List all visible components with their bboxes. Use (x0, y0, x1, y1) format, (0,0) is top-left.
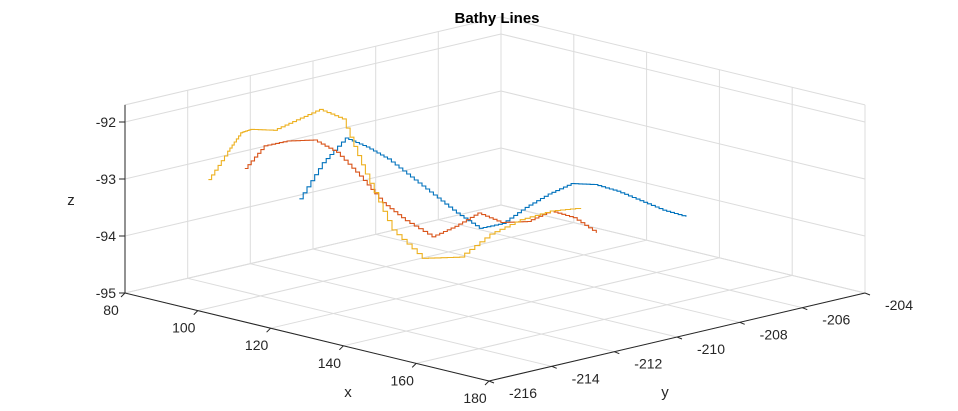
z-tick-label: -93 (96, 171, 116, 187)
y-tick-label: -208 (760, 326, 788, 342)
y-tick-mark (551, 365, 557, 369)
x-tick-mark (193, 310, 199, 315)
grid-layer (124, 16, 866, 382)
grid-line-backwall-z (500, 16, 866, 106)
y-axis-label: y (661, 384, 669, 401)
y-tick-mark (802, 307, 808, 311)
series-line-1 (299, 137, 687, 229)
x-tick-label: 160 (391, 372, 415, 388)
y-tick-mark (488, 380, 495, 384)
z-tick-label: -94 (96, 228, 116, 244)
series-layer (208, 108, 687, 259)
grid-line-backwall-z (500, 147, 866, 237)
grid-line-sidewall-z (124, 90, 502, 180)
x-tick-label: 180 (463, 390, 487, 406)
y-tick-label: -212 (634, 356, 662, 372)
y-tick-label: -206 (822, 312, 850, 328)
grid-line-floor-y (187, 277, 552, 367)
x-axis-label: x (344, 384, 352, 401)
grid-line-backwall-z (500, 90, 866, 180)
chart-title: Bathy Lines (454, 10, 539, 27)
grid-line-floor-y (250, 263, 615, 353)
series-line-2 (244, 139, 597, 238)
y-tick-mark (614, 351, 620, 355)
y-tick-label: -216 (509, 385, 537, 401)
y-tick-mark (739, 321, 745, 325)
grid-line-sidewall-z (124, 204, 502, 294)
axes-layer: 80 100 120 140 160 180 -216 -214 -212 -210 -208 -20… (96, 104, 913, 406)
grid-line-sidewall-z (124, 147, 502, 237)
grid-line-backwall-z (500, 204, 866, 294)
z-tick-label: -92 (96, 114, 116, 130)
x-tick-label: 120 (245, 337, 269, 353)
grid-line-backwall-z (500, 33, 866, 123)
grid-line-sidewall-z (124, 16, 502, 106)
x-tick-label: 100 (172, 320, 196, 336)
y-tick-label: -210 (697, 341, 725, 357)
x-tick-mark (411, 363, 417, 368)
z-tick-label: -95 (96, 285, 116, 301)
y-tick-label: -214 (572, 370, 600, 386)
x-tick-mark (266, 327, 271, 333)
grid-line-floor-y (312, 248, 678, 338)
grid-line-floor-y (375, 233, 740, 323)
grid-line-floor-y (438, 219, 803, 309)
grid-line-sidewall-z (124, 33, 502, 123)
x-tick-mark (120, 292, 126, 298)
x-axis-line (124, 292, 490, 382)
y-tick-mark (864, 292, 871, 296)
x-tick-label: 140 (318, 355, 342, 371)
x-tick-mark (484, 380, 490, 386)
y-tick-mark (676, 336, 683, 340)
y-tick-label: -204 (885, 297, 913, 313)
labels-layer: Bathy Lines x y z (67, 10, 669, 401)
z-axis-label: z (67, 192, 75, 209)
series-line-3 (208, 108, 582, 259)
x-tick-mark (339, 345, 344, 351)
x-tick-label: 80 (103, 302, 119, 318)
